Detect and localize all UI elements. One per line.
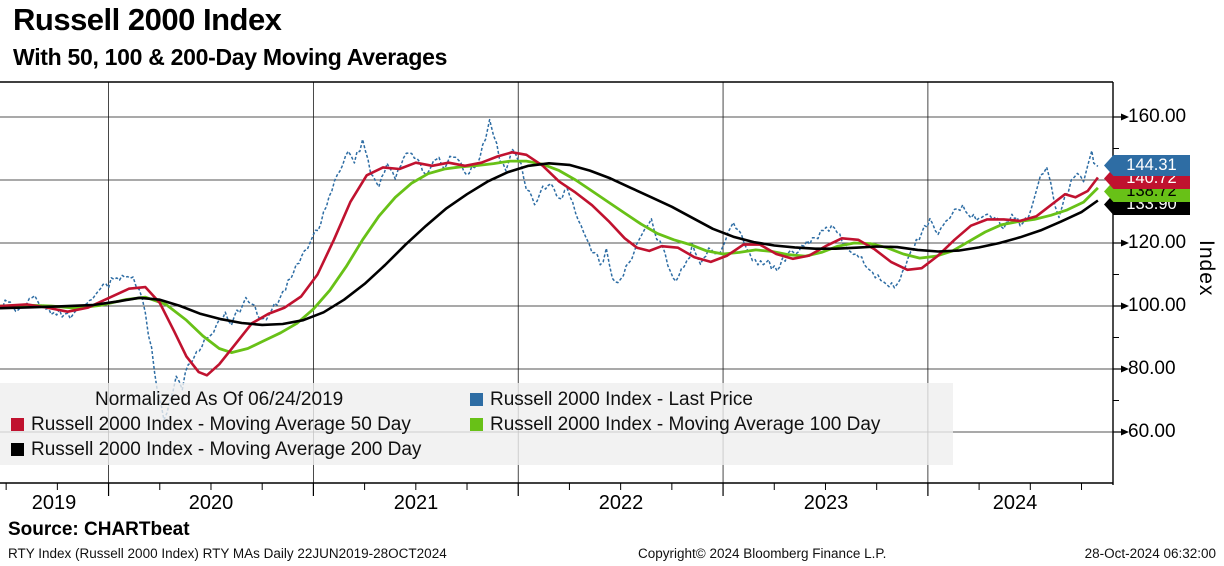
y-axis-title: Index (1195, 240, 1218, 297)
legend-item-last-price: Russell 2000 Index - Last Price (470, 389, 753, 411)
y-axis-tick-label: 80.00 (1128, 358, 1176, 379)
legend-item-label: Russell 2000 Index - Moving Average 200 … (31, 439, 422, 460)
y-axis-tick-label: 120.00 (1128, 232, 1187, 253)
x-axis-label-2019: 2019 (31, 492, 77, 514)
page-title: Russell 2000 Index (13, 2, 282, 37)
legend-item-label: Russell 2000 Index - Moving Average 50 D… (31, 414, 411, 435)
x-axis-label-2020: 2020 (188, 492, 234, 514)
ma-200-day-swatch-icon (11, 443, 24, 456)
footer-copyright: Copyright© 2024 Bloomberg Finance L.P. (638, 546, 887, 561)
page-subtitle: With 50, 100 & 200-Day Moving Averages (13, 44, 448, 70)
ma-50-day-swatch-icon (11, 418, 24, 431)
price-tag-last-price-value: 144.31 (1126, 156, 1177, 174)
legend-item-label: Russell 2000 Index - Last Price (490, 389, 753, 410)
x-axis-label-2022: 2022 (598, 492, 644, 514)
legend-item-ma-50-day: Russell 2000 Index - Moving Average 50 D… (11, 414, 411, 436)
legend-item-ma-100-day: Russell 2000 Index - Moving Average 100 … (470, 414, 880, 436)
x-axis-label-2023: 2023 (803, 492, 849, 514)
y-axis-tick-label: 160.00 (1128, 106, 1187, 127)
last-price-swatch-icon (470, 393, 483, 406)
x-axis-label-2021: 2021 (393, 492, 439, 514)
y-axis-tick-label: 100.00 (1128, 295, 1187, 316)
source-line: Source: CHARTbeat (8, 519, 190, 540)
legend-note: Normalized As Of 06/24/2019 (95, 389, 344, 410)
price-tag-last-price: 144.31 (1104, 155, 1190, 176)
ma-100-day-swatch-icon (470, 418, 483, 431)
legend-item-ma-200-day: Russell 2000 Index - Moving Average 200 … (11, 439, 421, 461)
footer-timestamp: 28-Oct-2024 06:32:00 (1084, 546, 1216, 561)
x-axis-label-2024: 2024 (992, 492, 1038, 514)
legend-item-label: Russell 2000 Index - Moving Average 100 … (490, 414, 881, 435)
footer-security-info: RTY Index (Russell 2000 Index) RTY MAs D… (8, 546, 447, 561)
y-axis-tick-label: 60.00 (1128, 421, 1176, 442)
